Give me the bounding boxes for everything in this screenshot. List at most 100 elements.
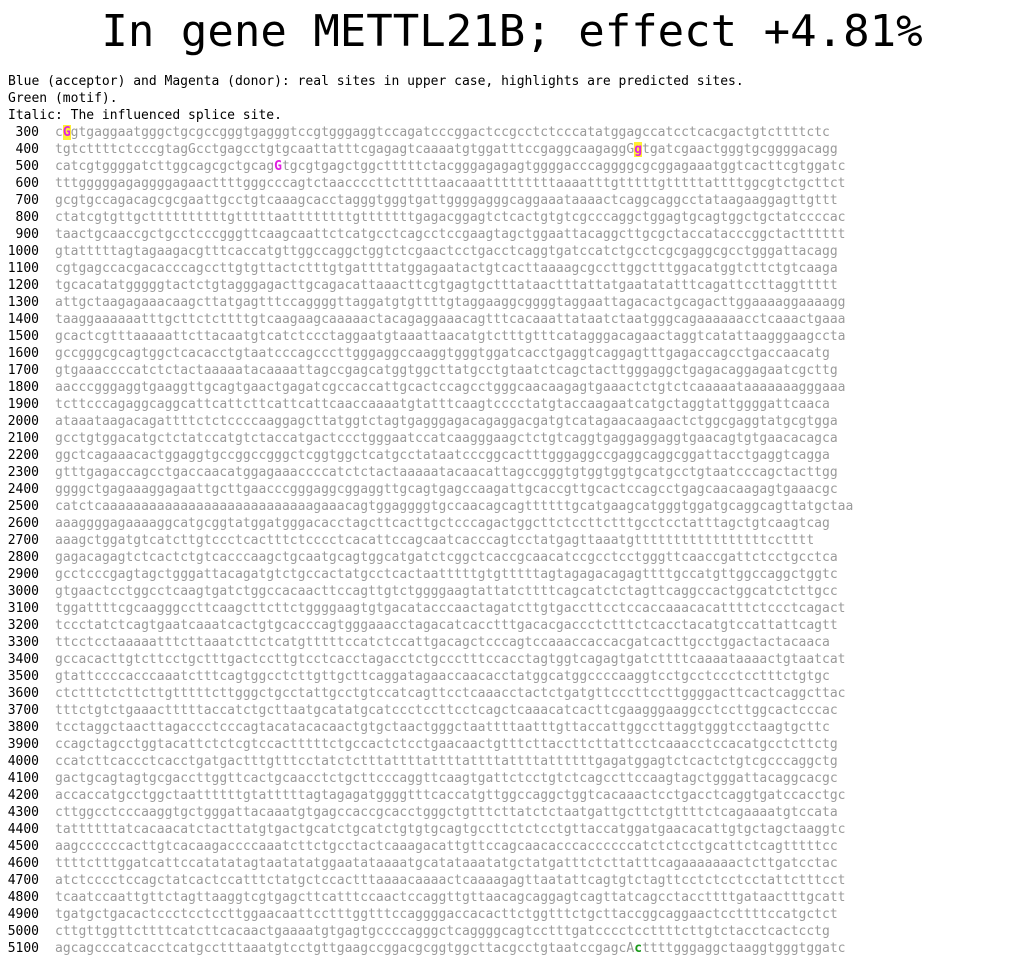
page-title: In gene METTL21B; effect +4.81% [101,6,923,57]
sequence-row: 4100 gactgcagtagtgcgaccttggttcactgcaacctc… [0,770,1024,787]
position-label: 4400 [7,822,39,837]
sequence-row: 1600 gccgggcgcagtggctcacacctgtaatcccagccc… [0,345,1024,362]
sequence-bases: taaggaaaaaatttgcttctcttttgtcaagaagcaaaaa… [55,312,846,327]
sequence-row: 4500 aagccccccacttgtcacaagaccccaaatcttctg… [0,838,1024,855]
position-label: 500 [15,159,39,174]
sequence-bases: ccatcttcaccctcacctgatgactttgtttcctatctct… [55,754,838,769]
position-label: 1800 [7,380,39,395]
splice-site-base: g [634,142,643,157]
sequence-row: 3200 tccctatctcagtgaatcaaatcactgtgcacccag… [0,617,1024,634]
sequence-row: 600 tttgggggagaggggagaacttttgggcccagtctaa… [0,175,1024,192]
position-label: 2600 [7,516,39,531]
position-label: 2400 [7,482,39,497]
sequence-row: 1400 taaggaaaaaatttgcttctcttttgtcaagaagca… [0,311,1024,328]
position-label: 4300 [7,805,39,820]
sequence-row: 1300 attgctaagagaaacaagcttatgagtttccagggg… [0,294,1024,311]
position-label: 3900 [7,737,39,752]
legend-line-colors: Blue (acceptor) and Magenta (donor): rea… [8,74,744,89]
sequence-row: 5000 cttgttggttcttttcatcttcacaactgaaaatgt… [0,923,1024,940]
sequence-bases: gccgggcgcagtggctcacacctgtaatcccagcccttgg… [55,346,830,361]
sequence-row: 3400 gccacacttgtcttcctgctttgactccttgtcctc… [0,651,1024,668]
position-label: 3700 [7,703,39,718]
position-label: 3100 [7,601,39,616]
sequence-row: 5100 agcagcccatcacctcatgcctttaaatgtcctgtt… [0,940,1024,957]
sequence-row: 4300 cttggcctcccaaggtgctgggattacaaatgtgag… [0,804,1024,821]
sequence-row: 4700 atctcccctccagctatcactccatttctatgctcc… [0,872,1024,889]
sequence-row: 4000 ccatcttcaccctcacctgatgactttgtttcctat… [0,753,1024,770]
sequence-bases: ctctttctcttcttgtttttcttgggctgcctattgcctg… [55,686,846,701]
sequence-bases: tcttcccagaggcaggcattcattcttcattcattcaacc… [55,397,830,412]
sequence-row: 2300 gtttgagaccagcctgaccaacatggagaaacccca… [0,464,1024,481]
sequence-row: 1100 cgtgagccacgacacccagccttgtgttactctttg… [0,260,1024,277]
sequence-row: 1000 gtatttttagtagaagacgtttcaccatgttggcca… [0,243,1024,260]
sequence-row: 3600 ctctttctcttcttgtttttcttgggctgcctattg… [0,685,1024,702]
sequence-row: 400 tgtcttttctcccgtagGcctgagcctgtgcaattat… [0,141,1024,158]
sequence-bases: aacccgggaggtgaaggttgcagtgaactgagatcgccac… [55,380,846,395]
position-label: 5000 [7,924,39,939]
sequence-bases: ggctcagaaacactggaggtgccggccgggctcggtggct… [55,448,830,463]
sequence-bases: tttctgtctgaaactttttaccatctgcttaatgcatatg… [55,703,838,718]
sequence-row: 3100 tggattttcgcaagggccttcaagcttcttctgggg… [0,600,1024,617]
sequence-bases: ctatcgtgttgcttttttttttgtttttaattttttttgt… [55,210,846,225]
sequence-bases: tggattttcgcaagggccttcaagcttcttctggggaagt… [55,601,846,616]
sequence-bases: gtttgagaccagcctgaccaacatggagaaaccccatctc… [55,465,838,480]
position-label: 1000 [7,244,39,259]
position-label: 5100 [7,941,39,956]
sequence-bases: gcctcccgagtagctgggattacagatgtctgccactatg… [55,567,838,582]
sequence-bases: taactgcaaccgctgcctcccgggttcaagcaattctcat… [55,227,846,242]
sequence-row: 2500 catctcaaaaaaaaaaaaaaaaaaaaaaaaaaagaa… [0,498,1024,515]
sequence-row: 3900 ccagctagcctggtacattctctcgtccactttttc… [0,736,1024,753]
sequence-bases: tcaatccaattgttctagttaaggtcgtgagcttcatttc… [55,890,846,905]
position-label: 1400 [7,312,39,327]
sequence-bases: ttttctttggatcattccatatatagtaatatatggaata… [55,856,838,871]
position-label: 800 [15,210,39,225]
sequence-row: 900 taactgcaaccgctgcctcccgggttcaagcaattct… [0,226,1024,243]
sequence-row: 2800 gagacagagtctcactctgtcacccaagctgcaatg… [0,549,1024,566]
sequence-row: 1700 gtgaaaccccatctctactaaaaatacaaaattagc… [0,362,1024,379]
sequence-row: 3800 tcctaggctaacttagaccctcccagtacatacaca… [0,719,1024,736]
sequence-bases: tcctaggctaacttagaccctcccagtacatacacaactg… [55,720,830,735]
sequence-bases: tgcacatatgggggtactctgtagggagacttgcagacat… [55,278,838,293]
sequence-row: 3700 tttctgtctgaaactttttaccatctgcttaatgca… [0,702,1024,719]
sequence-row: 1200 tgcacatatgggggtactctgtagggagacttgcag… [0,277,1024,294]
position-label: 2300 [7,465,39,480]
sequence-bases: cgtgagccacgacacccagccttgtgttactctttgtgat… [55,261,838,276]
motif-base: c [634,941,643,956]
position-label: 4000 [7,754,39,769]
sequence-bases: gtatttttagtagaagacgtttcaccatgttggccaggct… [55,244,838,259]
sequence-bases: tgatgctgacactccctcctccttggaacaattcctttgg… [55,907,838,922]
sequence-bases: attgctaagagaaacaagcttatgagtttccaggggttag… [55,295,846,310]
sequence-bases: tattttttatcacaacatctacttatgtgactgcatctgc… [55,822,846,837]
sequence-bases: gagacagagtctcactctgtcacccaagctgcaatgcagt… [55,550,838,565]
position-label: 2500 [7,499,39,514]
sequence-bases: ataaataagacagattttctctccccaaggagcttatggt… [55,414,838,429]
splice-site-base: G [274,159,282,174]
legend-line-motif: Green (motif). [8,91,118,106]
position-label: 700 [15,193,39,208]
position-label: 1300 [7,295,39,310]
sequence-bases: cttgttggttcttttcatcttcacaactgaaaatgtgagt… [55,924,830,939]
sequence-row: 2100 gcctgtggacatgctctatccatgtctaccatgact… [0,430,1024,447]
sequence-row: 4600 ttttctttggatcattccatatatagtaatatatgg… [0,855,1024,872]
sequence-row: 2000 ataaataagacagattttctctccccaaggagctta… [0,413,1024,430]
position-label: 3400 [7,652,39,667]
sequence-row: 4800 tcaatccaattgttctagttaaggtcgtgagcttca… [0,889,1024,906]
position-label: 600 [15,176,39,191]
sequence-bases: cttggcctcccaaggtgctgggattacaaatgtgagccac… [55,805,838,820]
position-label: 400 [15,142,39,157]
position-label: 1600 [7,346,39,361]
sequence-bases: gtattccccacccaaatctttcagtggcctcttgttgctt… [55,669,830,684]
position-label: 3300 [7,635,39,650]
sequence-row: 700 gcgtgccagacagcgcgaattgcctgtcaaagcacct… [0,192,1024,209]
position-label: 4700 [7,873,39,888]
position-label: 4900 [7,907,39,922]
sequence-bases: ggggctgagaaaggagaattgcttgaacccgggaggcgga… [55,482,838,497]
sequence-row: 2200 ggctcagaaacactggaggtgccggccgggctcggt… [0,447,1024,464]
sequence-bases: catcgtggggatcttggcagcgctgcagGtgcgtgagctg… [55,159,846,174]
sequence-row: 4400 tattttttatcacaacatctacttatgtgactgcat… [0,821,1024,838]
position-label: 1700 [7,363,39,378]
sequence-row: 2400 ggggctgagaaaggagaattgcttgaacccgggagg… [0,481,1024,498]
sequence-row: 3000 gtgaactcctggcctcaagtgatctggccacaactt… [0,583,1024,600]
sequence-row: 1500 gcactcgtttaaaaattcttacaatgtcatctccct… [0,328,1024,345]
position-label: 4500 [7,839,39,854]
